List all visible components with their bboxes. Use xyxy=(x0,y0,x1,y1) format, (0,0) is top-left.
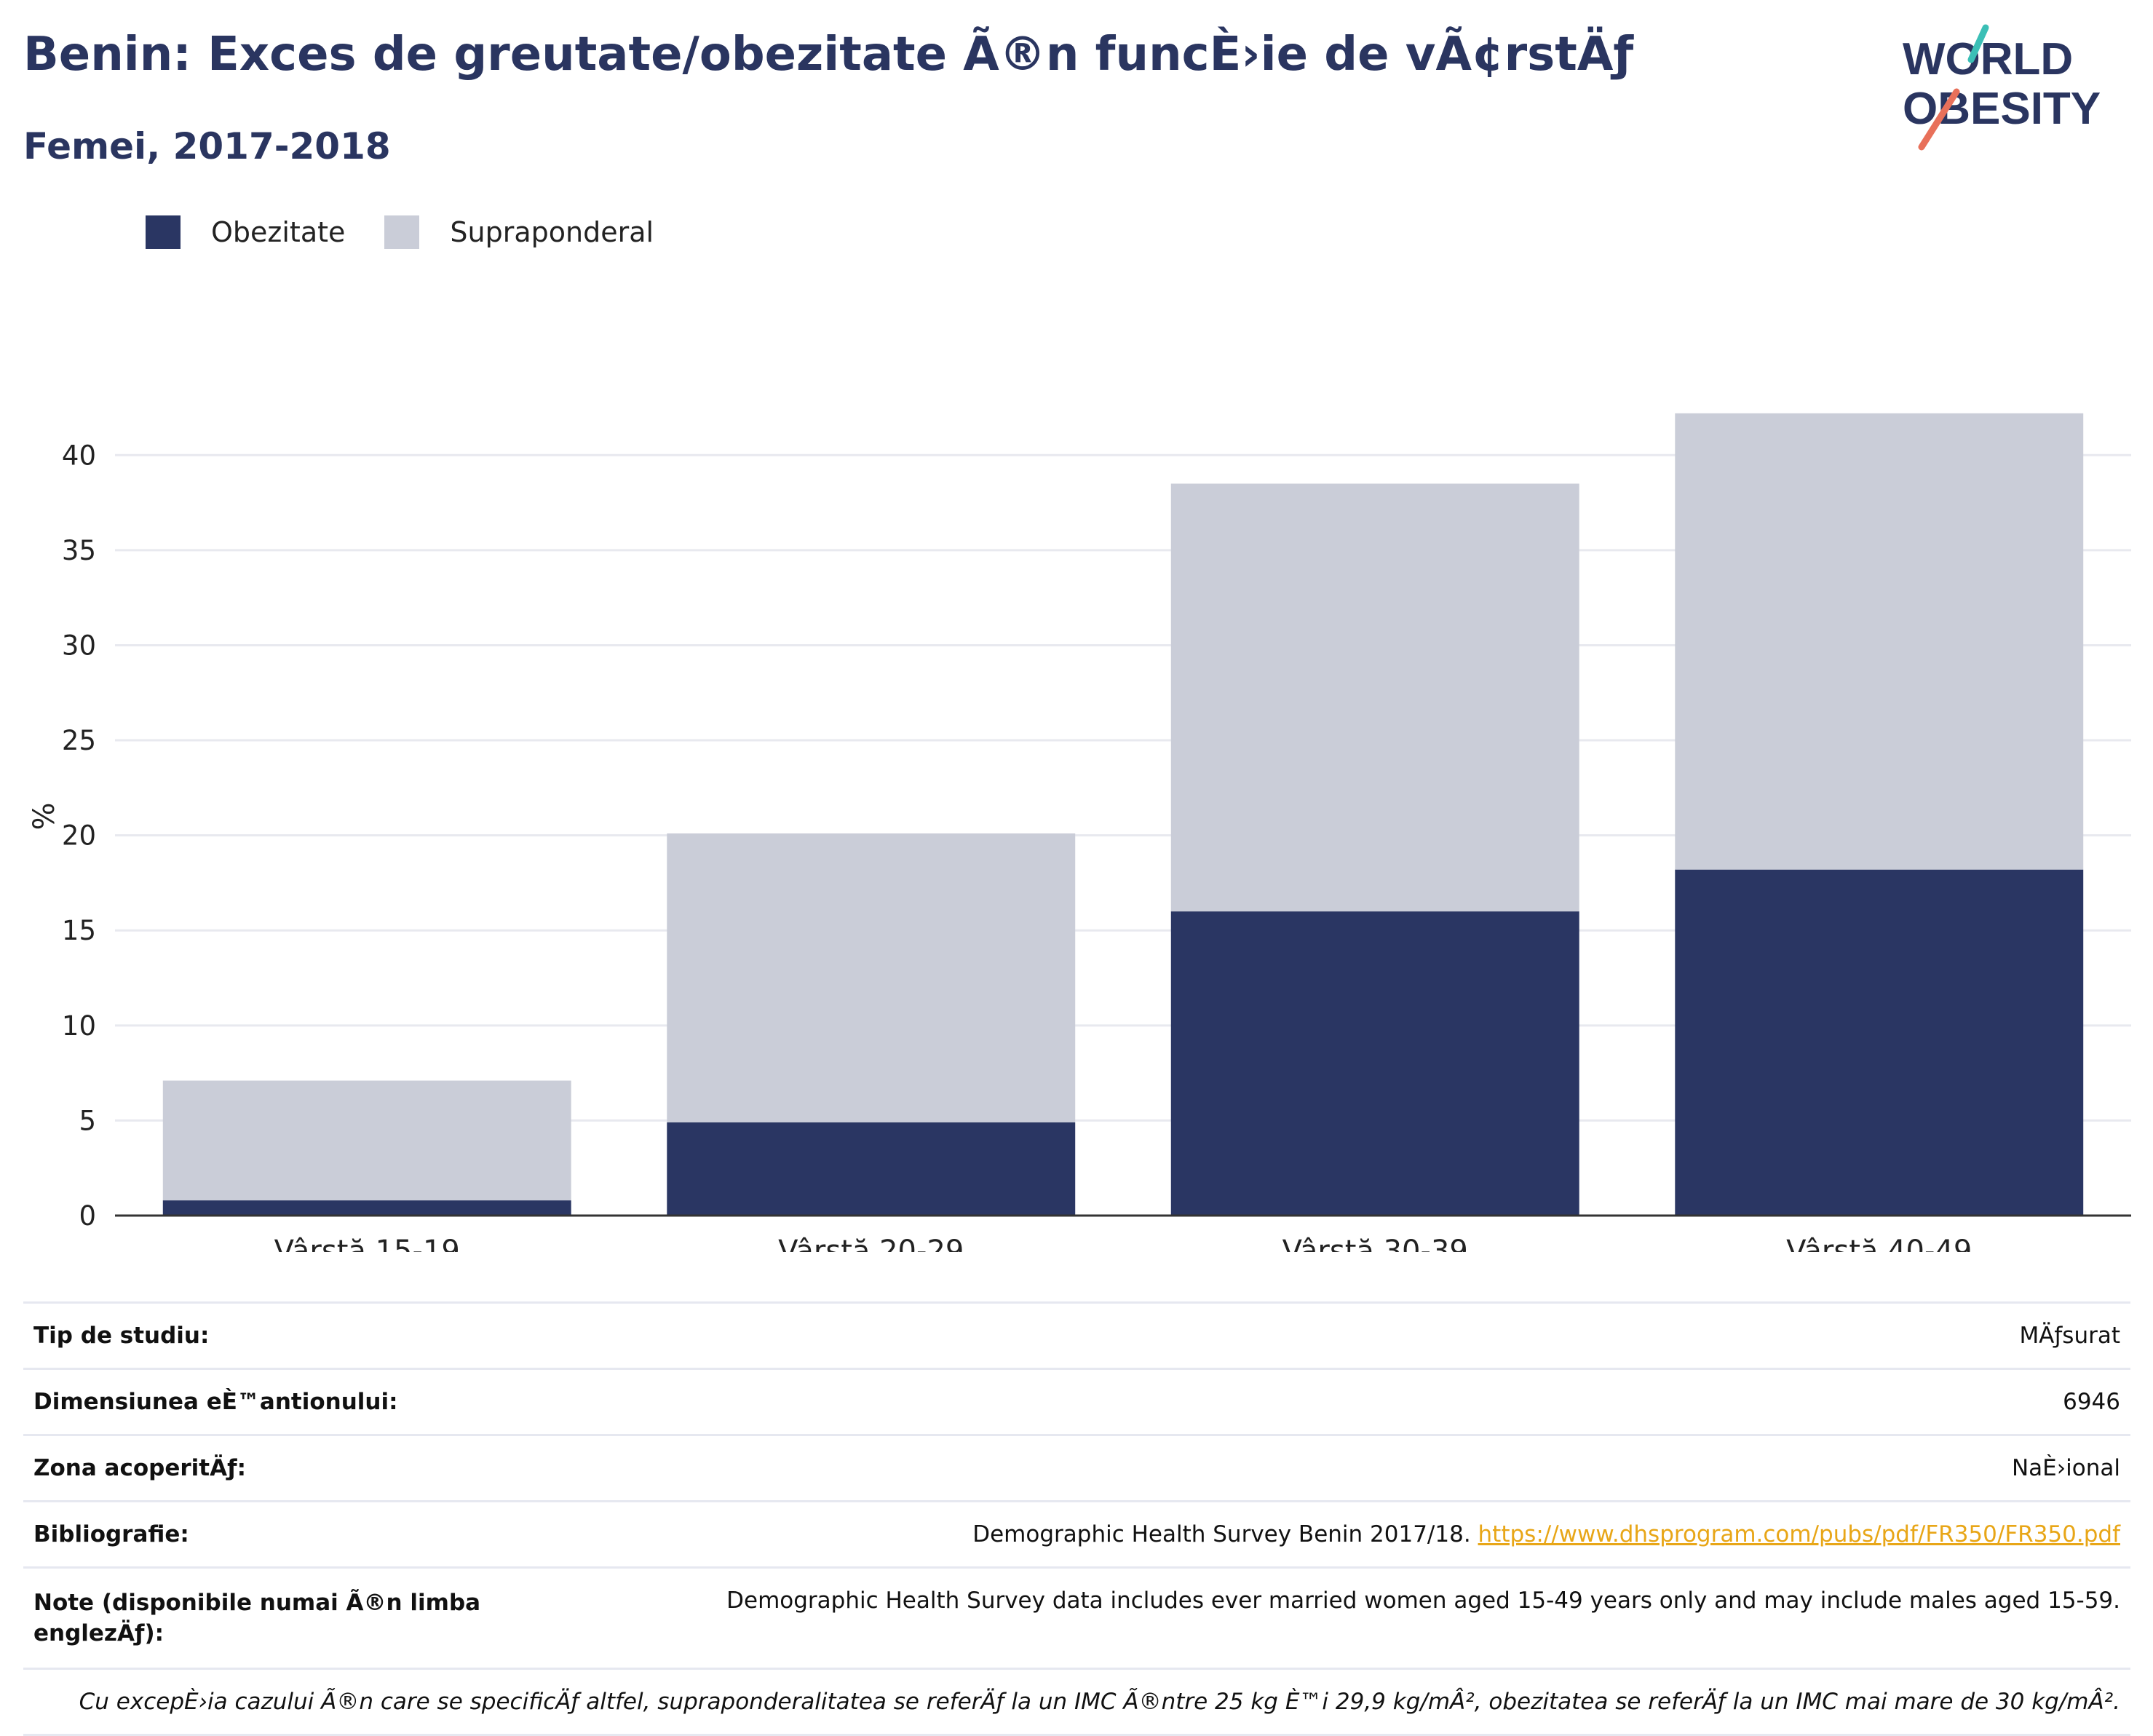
bar-obesity xyxy=(162,1200,571,1216)
y-tick-label: 25 xyxy=(62,725,96,756)
logo-line1: WORLD xyxy=(1903,34,2073,84)
bar-overweight xyxy=(162,1080,571,1201)
info-value: NaÈ›ional xyxy=(2011,1455,2120,1481)
info-table: Tip de studiu: MÄƒsurat Dimensiunea eÈ™a… xyxy=(23,1301,2130,1736)
stacked-bar-chart: 0 5 10 15 20 25 30 35 40% Vârstă 15-19 Vârstă 20-2… xyxy=(28,413,2131,1252)
info-label: Note (disponibile numai Ã®n limba englez… xyxy=(33,1590,481,1646)
bar-obesity xyxy=(1675,869,2084,1216)
bar-overweight xyxy=(1675,413,2084,870)
bibliography-text: Demographic Health Survey Benin 2017/18. xyxy=(972,1521,1471,1547)
info-row-bibliography: Bibliografie: Demographic Health Survey … xyxy=(23,1500,2130,1566)
bar-obesity xyxy=(1170,911,1579,1216)
x-tick-label: Vârstă 30-39 xyxy=(1282,1234,1468,1252)
info-label: Bibliografie: xyxy=(33,1521,189,1547)
info-row-coverage: Zona acoperitÄƒ: NaÈ›ional xyxy=(23,1434,2130,1500)
legend-label-overweight: Supraponderal xyxy=(450,216,654,248)
chart-subtitle: Femei, 2017-2018 xyxy=(23,125,391,167)
chart-legend: Obezitate Supraponderal xyxy=(146,215,693,249)
info-value: Demographic Health Survey Benin 2017/18.… xyxy=(972,1521,2120,1547)
chart-title: Benin: Exces de greutate/obezitate Ã®n f… xyxy=(23,28,1634,82)
info-row-notes: Note (disponibile numai Ã®n limba englez… xyxy=(23,1566,2130,1668)
bibliography-link[interactable]: https://www.dhsprogram.com/pubs/pdf/FR35… xyxy=(1478,1521,2120,1547)
info-value: Demographic Health Survey data includes … xyxy=(726,1588,2120,1614)
info-label: Tip de studiu: xyxy=(33,1323,210,1349)
legend-item-overweight[interactable]: Supraponderal xyxy=(384,215,654,249)
legend-swatch-obesity xyxy=(146,215,181,249)
info-value: MÄƒsurat xyxy=(2019,1323,2120,1349)
definition-footnote: Cu excepÈ›ia cazului Ã®n care se specifi… xyxy=(23,1668,2130,1736)
legend-item-obesity[interactable]: Obezitate xyxy=(146,215,345,249)
y-tick-label: 20 xyxy=(62,820,96,852)
x-tick-label: Vârstă 15-19 xyxy=(274,1234,460,1252)
y-tick-label: 35 xyxy=(62,535,96,566)
y-axis-label: % xyxy=(28,803,61,831)
info-row-study-type: Tip de studiu: MÄƒsurat xyxy=(23,1301,2130,1368)
info-row-sample-size: Dimensiunea eÈ™antionului: 6946 xyxy=(23,1368,2130,1434)
legend-label-obesity: Obezitate xyxy=(211,216,346,248)
legend-swatch-overweight xyxy=(384,215,420,249)
y-tick-label: 15 xyxy=(62,915,96,946)
y-tick-label: 10 xyxy=(62,1010,96,1042)
x-tick-label: Vârstă 20-29 xyxy=(778,1234,964,1252)
world-obesity-logo: WORLD OBESITY xyxy=(1903,24,2101,151)
info-value: 6946 xyxy=(2063,1389,2120,1415)
logo-slash-teal xyxy=(1967,24,1989,63)
logo-slash-coral xyxy=(1918,88,1960,151)
bar-overweight xyxy=(1170,483,1579,912)
y-tick-label: 30 xyxy=(62,630,96,661)
y-tick-label: 0 xyxy=(79,1200,96,1232)
x-tick-label: Vârstă 40-49 xyxy=(1786,1234,1972,1252)
info-label: Dimensiunea eÈ™antionului: xyxy=(33,1389,398,1415)
info-label: Zona acoperitÄƒ: xyxy=(33,1455,246,1481)
bar-overweight xyxy=(667,833,1076,1123)
bar-obesity xyxy=(667,1122,1076,1216)
y-tick-label: 40 xyxy=(62,440,96,471)
y-tick-label: 5 xyxy=(79,1105,96,1136)
